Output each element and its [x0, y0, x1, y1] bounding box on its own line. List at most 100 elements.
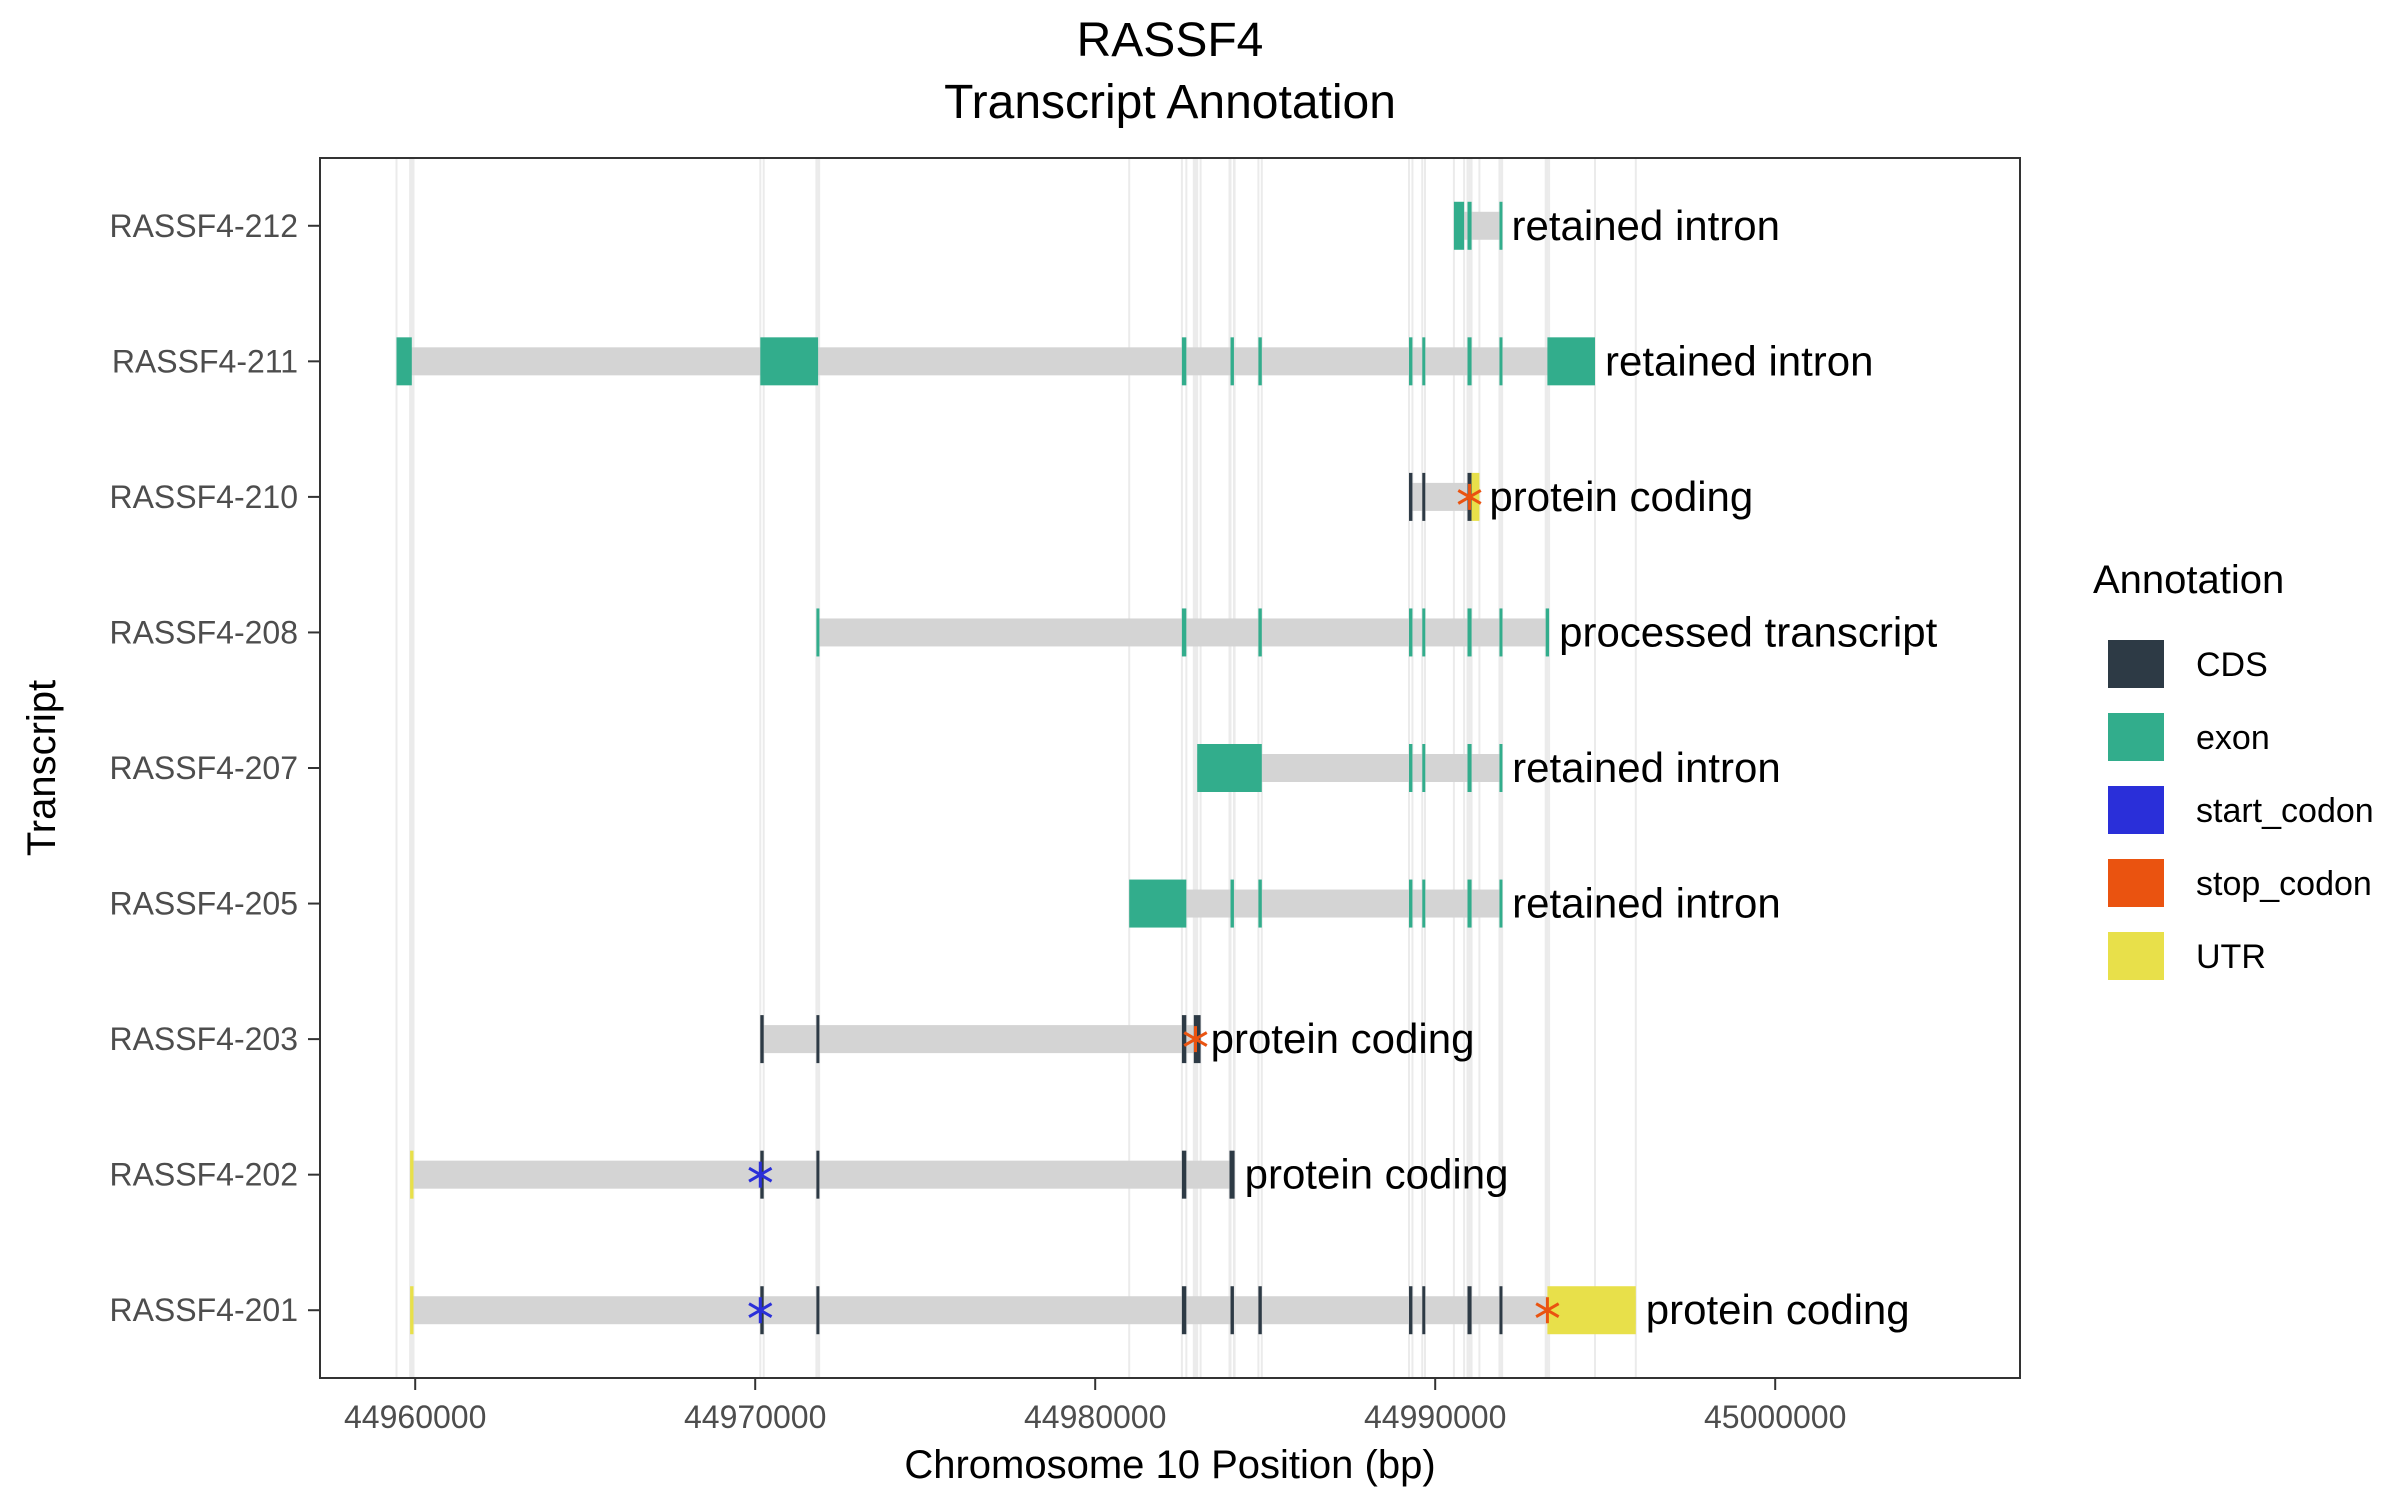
transcript-track: protein coding	[410, 1286, 1910, 1335]
x-tick-label: 45000000	[1704, 1399, 1846, 1435]
cds-block	[816, 1015, 820, 1064]
exon-block	[1258, 879, 1262, 928]
exon-block	[1258, 337, 1262, 386]
exon-block	[1422, 337, 1426, 386]
legend-swatch	[2108, 859, 2164, 907]
exon-block	[1409, 879, 1413, 928]
exon-block	[816, 608, 820, 657]
exon-block	[1467, 608, 1472, 657]
transcript-track: retained intron	[1197, 744, 1781, 792]
exon-block	[1499, 744, 1503, 792]
y-tick-label: RASSF4-210	[109, 479, 298, 515]
exon-block	[1467, 201, 1472, 250]
legend-item-label: stop_codon	[2196, 865, 2372, 903]
exon-block	[1422, 744, 1426, 792]
y-tick-label: RASSF4-203	[109, 1021, 298, 1057]
stop-codon-marker	[1457, 483, 1482, 510]
y-tick-label: RASSF4-212	[109, 208, 298, 244]
exon-block	[1230, 879, 1234, 928]
x-axis: 44960000 44970000 44980000 44990000 45000000	[344, 1378, 1846, 1435]
intron-bar	[396, 347, 1595, 376]
legend-swatch	[2108, 713, 2164, 761]
utr-block	[1471, 472, 1480, 521]
cds-block	[1258, 1286, 1262, 1335]
exon-block	[1409, 744, 1413, 792]
transcript-biotype-label: retained intron	[1512, 880, 1781, 927]
stop-codon-marker-stroke	[1535, 1302, 1560, 1319]
transcript-biotype-label: protein coding	[1489, 473, 1753, 520]
intron-bar	[410, 1296, 1636, 1325]
y-tick-label: RASSF4-207	[109, 750, 298, 786]
transcript-biotype-label: retained intron	[1512, 202, 1781, 249]
transcript-biotype-label: retained intron	[1605, 337, 1874, 384]
y-tick-label: RASSF4-208	[109, 614, 298, 650]
exon-block	[1230, 337, 1234, 386]
transcript-track: retained intron	[1453, 201, 1781, 250]
y-axis-title: Transcript	[20, 680, 64, 856]
cds-block	[1467, 1286, 1472, 1335]
legend-title: Annotation	[2093, 558, 2284, 602]
legend-items: CDS exon start_codon stop_codon UTR	[2108, 640, 2374, 980]
cds-block	[816, 1150, 820, 1199]
intron-bar	[1129, 889, 1503, 918]
start-codon-marker	[748, 1161, 773, 1188]
exon-block	[760, 337, 819, 386]
legend-item-label: CDS	[2196, 646, 2268, 684]
cds-block	[1229, 1150, 1235, 1199]
intron-bar	[410, 1160, 1235, 1189]
y-tick-label: RASSF4-202	[109, 1157, 298, 1193]
transcript-track: protein coding	[1409, 472, 1753, 521]
exon-block	[1499, 608, 1503, 657]
plot-panel: retained intron retained intron protein co…	[319, 157, 2021, 1379]
exon-block	[1467, 337, 1472, 386]
x-tick-label: 44970000	[684, 1399, 826, 1435]
transcript-track: protein coding	[410, 1150, 1508, 1199]
utr-block	[1547, 1286, 1636, 1335]
stop-codon-marker	[1535, 1297, 1560, 1324]
intron-bar	[760, 1025, 1201, 1054]
cds-block	[1181, 1286, 1187, 1335]
legend-item-label: start_codon	[2196, 792, 2374, 830]
stop-codon-marker-stroke	[1457, 489, 1482, 505]
x-axis-title: Chromosome 10 Position (bp)	[904, 1443, 1435, 1487]
utr-block	[410, 1286, 414, 1335]
transcript-track: processed transcript	[816, 608, 1938, 657]
y-tick-label: RASSF4-205	[109, 886, 298, 922]
cds-block	[1422, 1286, 1426, 1335]
legend-swatch	[2108, 786, 2164, 834]
cds-block	[1409, 472, 1413, 521]
cds-block	[816, 1286, 820, 1335]
legend-swatch	[2108, 640, 2164, 688]
exon-block	[1409, 337, 1413, 386]
cds-block	[1422, 472, 1426, 521]
legend: Annotation CDS exon start_codon stop_codon U…	[2093, 558, 2374, 980]
y-axis: RASSF4-212 RASSF4-211 RASSF4-210 RASSF4-208…	[109, 208, 320, 1328]
start-codon-marker	[748, 1297, 773, 1324]
exon-block	[1499, 337, 1503, 386]
cds-block	[1409, 1286, 1413, 1335]
chart-title: RASSF4	[1077, 14, 1264, 67]
exon-block	[1453, 201, 1465, 250]
cds-block	[1499, 1286, 1503, 1335]
x-tick-label: 44990000	[1364, 1399, 1506, 1435]
transcript-biotype-label: processed transcript	[1559, 608, 1937, 655]
cds-block	[1230, 1286, 1234, 1335]
start-codon-marker-stroke	[748, 1302, 773, 1319]
legend-swatch	[2108, 932, 2164, 980]
exon-block	[1409, 608, 1413, 657]
utr-block	[410, 1150, 414, 1199]
exon-block	[1467, 744, 1472, 792]
transcript-track: retained intron	[1129, 879, 1781, 928]
transcript-biotype-label: retained intron	[1512, 744, 1781, 791]
transcript-biotype-label: protein coding	[1211, 1015, 1475, 1062]
legend-item-label: exon	[2196, 719, 2270, 757]
exon-block	[1422, 608, 1426, 657]
stop-codon-marker	[1183, 1026, 1208, 1053]
y-tick-label: RASSF4-211	[112, 343, 298, 379]
chart-subtitle: Transcript Annotation	[944, 76, 1396, 129]
transcript-biotype-label: protein coding	[1646, 1286, 1910, 1333]
exon-block	[396, 337, 412, 386]
stop-codon-marker-stroke	[1183, 1031, 1208, 1047]
exon-block	[1129, 879, 1187, 928]
